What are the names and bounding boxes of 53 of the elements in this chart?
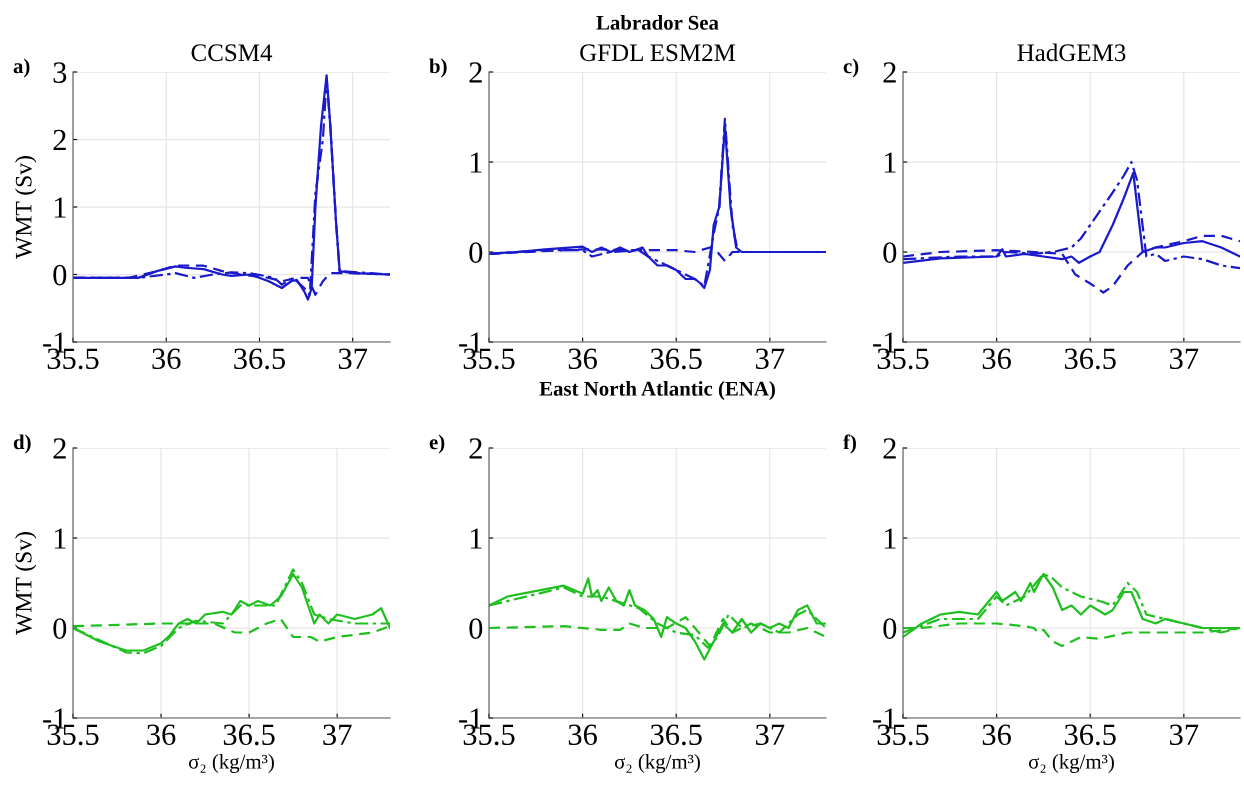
x-tick-label: 37 <box>323 724 352 746</box>
chart-subtitle: Labrador Sea <box>596 15 719 30</box>
y-tick-label: 0 <box>469 618 483 639</box>
y-tick-label: 2 <box>53 438 66 459</box>
x-tick-label: 36 <box>982 348 1011 370</box>
y-tick-label: 0 <box>469 242 483 263</box>
text: d) <box>13 434 31 454</box>
y-tick-label: 2 <box>469 62 482 83</box>
x-tick-label: 37 <box>1170 724 1199 746</box>
x-tick-label: 36.5 <box>223 724 275 746</box>
text: e) <box>429 434 445 454</box>
x-axis-title: σ₂ (kg/m³) <box>188 754 274 773</box>
chart-title: HadGEM3 <box>1017 43 1126 62</box>
y-tick-label: 2 <box>53 129 66 151</box>
x-tick-label: 36.5 <box>1064 348 1116 370</box>
y-tick-label: 0 <box>883 242 897 263</box>
y-tick-label: 1 <box>54 197 66 218</box>
y-tick-label: 1 <box>54 528 66 549</box>
text: b) <box>429 58 447 78</box>
text: c) <box>843 58 859 78</box>
x-tick-label: 37 <box>756 724 785 746</box>
y-tick-label: 1 <box>470 528 482 549</box>
text: f) <box>843 434 856 454</box>
y-tick-label: 1 <box>884 528 896 549</box>
chart-title: GFDL ESM2M <box>580 44 736 62</box>
y-tick-label: 0 <box>53 264 67 286</box>
x-axis-title: σ₂ (kg/m³) <box>614 754 700 773</box>
x-tick-label: 37 <box>1170 348 1199 370</box>
y-axis-title: WMT (Sv) <box>15 532 37 635</box>
x-tick-label: 36.5 <box>1064 724 1116 746</box>
text: a) <box>13 58 30 78</box>
x-tick-label: 37 <box>756 348 785 370</box>
chart-title: CCSM4 <box>191 44 273 62</box>
y-tick-label: 2 <box>883 438 896 459</box>
x-tick-label: 36.5 <box>234 348 286 370</box>
x-tick-label: 36 <box>568 724 597 746</box>
x-tick-label: 36 <box>568 348 597 370</box>
x-tick-label: 36.5 <box>650 348 702 370</box>
x-tick-label: 36 <box>982 724 1011 746</box>
y-tick-label: 1 <box>884 152 896 173</box>
chart-subtitle: East North Atlantic (ENA) <box>539 381 775 400</box>
x-tick-label: 36 <box>147 724 176 746</box>
y-tick-label: 2 <box>469 438 482 459</box>
x-tick-label: 37 <box>338 348 368 370</box>
y-tick-label: 0 <box>53 618 67 639</box>
x-tick-label: 36.5 <box>650 724 702 746</box>
y-tick-label: 0 <box>883 618 897 639</box>
y-tick-label: 3 <box>53 62 67 83</box>
x-axis-title: σ₂ (kg/m³) <box>1028 754 1114 773</box>
y-tick-label: 2 <box>883 62 896 83</box>
y-tick-label: 1 <box>470 152 482 173</box>
x-tick-label: 36 <box>152 348 181 370</box>
y-axis-title: WMT (Sv) <box>15 156 37 259</box>
